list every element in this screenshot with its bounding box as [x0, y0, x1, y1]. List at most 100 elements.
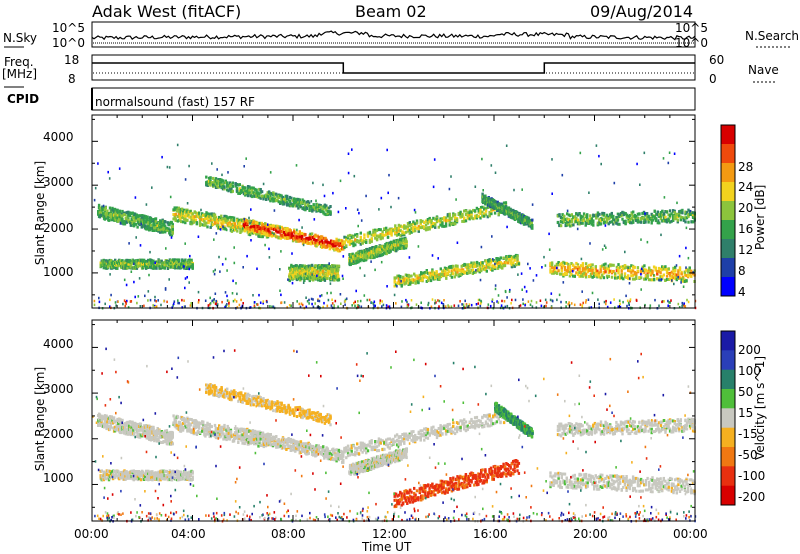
noise-cell — [219, 228, 222, 231]
echo-cell — [459, 269, 462, 273]
echo-cell — [154, 217, 158, 221]
echo-cell — [121, 259, 124, 263]
echo-cell — [473, 209, 477, 213]
echo-cell — [372, 232, 375, 236]
echo-cell — [386, 231, 390, 235]
echo-cell — [237, 191, 240, 195]
echo-cell — [630, 270, 633, 274]
echo-cell — [354, 254, 358, 258]
echo-cell — [283, 198, 286, 201]
echo-cell — [414, 222, 417, 226]
echo-cell — [281, 195, 285, 199]
echo-cell — [665, 210, 669, 214]
echo-cell — [448, 214, 451, 218]
echo-cell — [300, 234, 304, 238]
echo-cell — [601, 264, 604, 268]
echo-cell — [464, 209, 468, 213]
echo-cell — [390, 240, 393, 244]
echo-cell — [448, 221, 451, 224]
echo-cell — [292, 271, 295, 274]
echo-cell — [530, 221, 533, 225]
echo-cell — [421, 278, 424, 282]
echo-cell — [425, 279, 428, 283]
echo-cell — [496, 264, 500, 267]
echo-cell — [228, 181, 232, 185]
noise-cell — [298, 218, 300, 222]
echo-cell — [220, 214, 223, 218]
echo-cell — [635, 219, 638, 222]
echo-cell — [337, 268, 340, 272]
echo-cell — [131, 211, 134, 215]
echo-cell — [589, 219, 592, 223]
echo-cell — [688, 268, 691, 272]
echo-cell — [642, 220, 646, 224]
echo-cell — [294, 204, 297, 208]
noise-cell — [521, 188, 523, 191]
noise-cell — [497, 294, 500, 297]
echo-cell — [615, 265, 619, 269]
echo-cell — [437, 225, 440, 229]
echo-cell — [513, 258, 516, 262]
echo-cell — [499, 265, 502, 269]
echo-cell — [481, 205, 484, 209]
echo-cell — [675, 214, 678, 217]
echo-cell — [283, 202, 286, 206]
echo-cell — [223, 185, 226, 189]
echo-cell — [389, 249, 392, 253]
echo-cell — [565, 272, 568, 276]
echo-cell — [432, 273, 435, 277]
echo-cell — [396, 274, 399, 278]
echo-cell — [607, 215, 610, 219]
echo-cell — [584, 265, 588, 269]
echo-cell — [374, 233, 377, 237]
echo-cell — [390, 233, 393, 237]
echo-cell — [302, 207, 306, 211]
echo-cell — [449, 273, 452, 277]
echo-cell — [681, 211, 684, 215]
echo-cell — [649, 268, 653, 272]
echo-cell — [618, 213, 621, 217]
noise-cell — [640, 267, 643, 271]
echo-cell — [633, 217, 636, 221]
echo-cell — [597, 271, 601, 275]
echo-cell — [670, 219, 673, 223]
echo-cell — [658, 221, 661, 225]
echo-cell — [176, 261, 179, 264]
echo-cell — [305, 200, 308, 204]
echo-cell — [468, 217, 471, 221]
echo-cell — [616, 218, 620, 222]
echo-cell — [316, 208, 320, 212]
echo-cell — [494, 265, 497, 269]
echo-cell — [134, 222, 138, 226]
echo-cell — [395, 233, 399, 237]
echo-cell — [461, 264, 465, 267]
echo-cell — [265, 195, 268, 199]
echo-cell — [457, 273, 461, 277]
echo-cell — [442, 272, 445, 276]
echo-cell — [586, 216, 589, 220]
echo-cell — [571, 263, 575, 267]
echo-cell — [227, 183, 230, 187]
echo-cell — [246, 185, 250, 188]
echo-cell — [252, 194, 255, 198]
echo-cell — [570, 269, 573, 273]
echo-cell — [614, 276, 617, 280]
echo-cell — [383, 227, 386, 231]
echo-cell — [359, 255, 363, 259]
echo-cell — [357, 239, 361, 243]
echo-cell — [592, 223, 595, 227]
echo-cell — [276, 199, 279, 203]
echo-cell — [583, 269, 586, 273]
echo-cell — [391, 243, 395, 247]
echo-cell — [374, 236, 377, 240]
echo-cell — [429, 271, 433, 275]
echo-cell — [352, 242, 355, 246]
echo-cell — [492, 259, 495, 263]
echo-cell — [516, 261, 519, 265]
echo-cell — [311, 267, 314, 270]
echo-cell — [348, 256, 351, 260]
echo-cell — [648, 268, 651, 272]
echo-cell — [510, 257, 514, 261]
echo-cell — [312, 205, 315, 209]
echo-cell — [308, 204, 311, 208]
